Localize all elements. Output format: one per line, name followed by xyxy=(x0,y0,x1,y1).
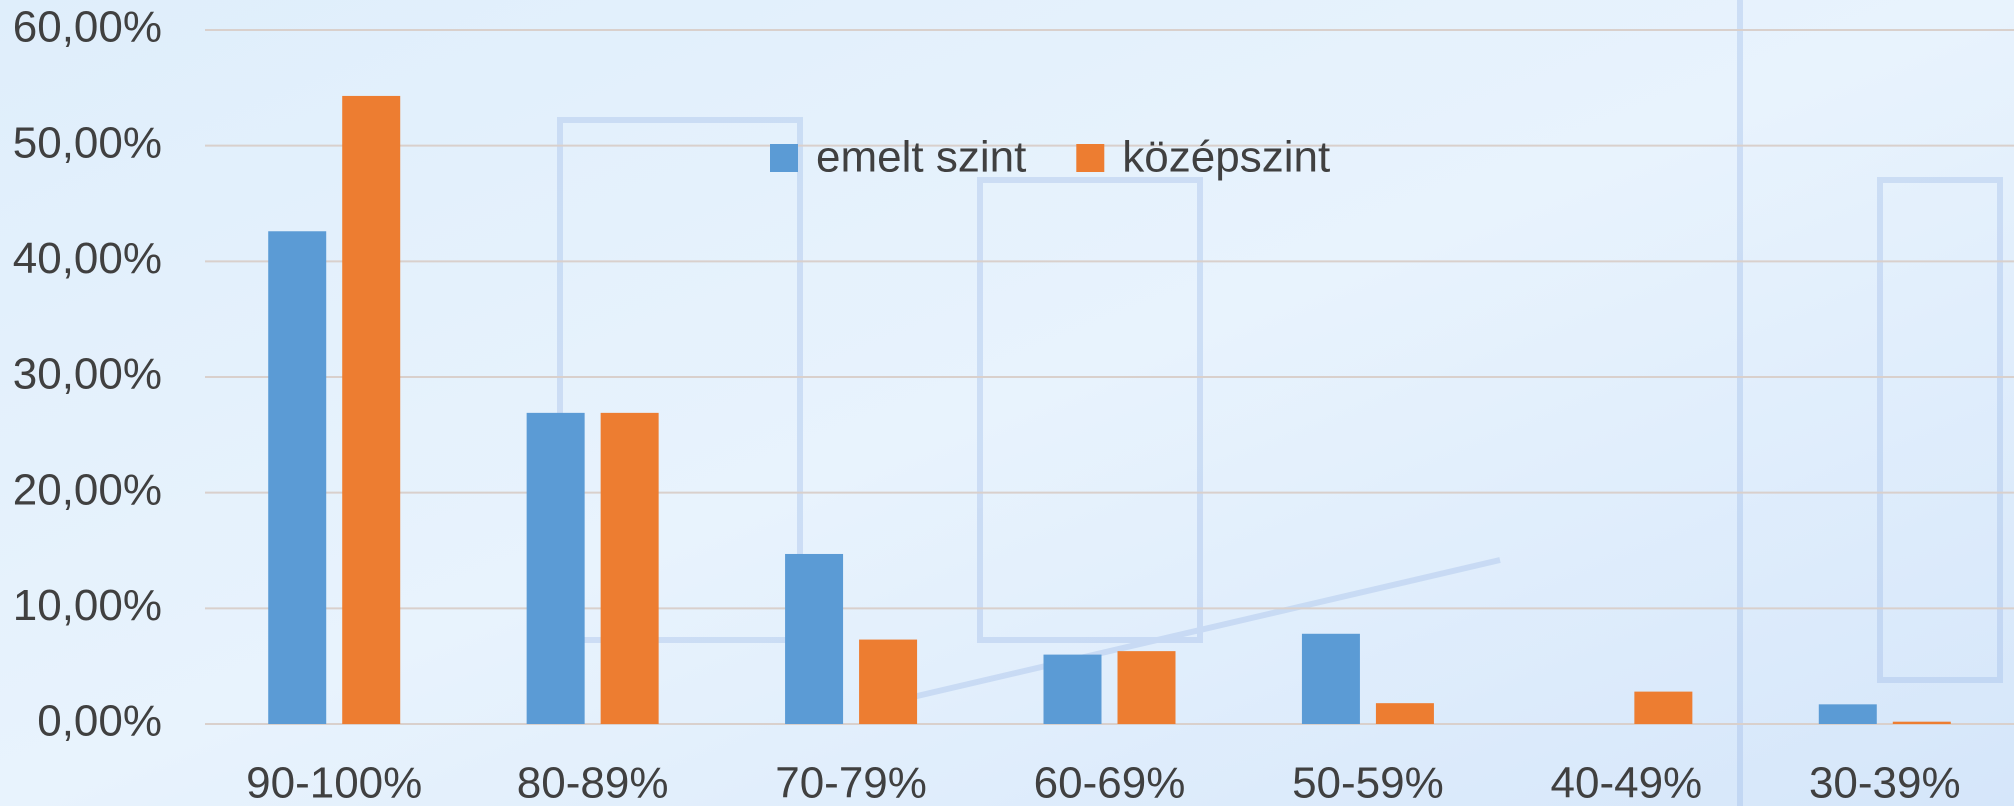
y-tick-label: 50,00% xyxy=(13,118,162,167)
bar xyxy=(1044,655,1102,724)
bar xyxy=(1376,703,1434,724)
x-tick-label: 90-100% xyxy=(246,759,422,806)
y-tick-label: 60,00% xyxy=(13,3,162,52)
bar xyxy=(1819,704,1877,724)
legend-swatch xyxy=(1076,144,1104,172)
bar xyxy=(527,413,585,724)
bar xyxy=(1634,692,1692,724)
x-tick-label: 60-69% xyxy=(1034,759,1186,806)
legend-swatch xyxy=(770,144,798,172)
page: 0,00% 10,00% 20,00% 30,00% 40,00% 50,00% 60,00… xyxy=(0,0,2014,806)
bar xyxy=(342,96,400,724)
bar xyxy=(859,640,917,724)
x-tick-label: 80-89% xyxy=(517,759,669,806)
legend-label: középszint xyxy=(1122,133,1330,182)
bar xyxy=(1893,722,1951,724)
chart: 0,00% 10,00% 20,00% 30,00% 40,00% 50,00% 60,00… xyxy=(0,0,2014,806)
y-tick-label: 40,00% xyxy=(13,234,162,283)
y-tick-label: 0,00% xyxy=(37,697,162,746)
bar xyxy=(268,231,326,724)
bar xyxy=(601,413,659,724)
bar xyxy=(1118,651,1176,724)
y-tick-label: 30,00% xyxy=(13,350,162,399)
x-tick-label: 40-49% xyxy=(1551,759,1703,806)
x-tick-label: 30-39% xyxy=(1809,759,1961,806)
bar xyxy=(785,554,843,724)
x-tick-label: 50-59% xyxy=(1292,759,1444,806)
y-tick-label: 20,00% xyxy=(13,465,162,514)
y-tick-label: 10,00% xyxy=(13,581,162,630)
bar xyxy=(1302,634,1360,724)
x-tick-label: 70-79% xyxy=(775,759,927,806)
legend-label: emelt szint xyxy=(816,133,1026,182)
